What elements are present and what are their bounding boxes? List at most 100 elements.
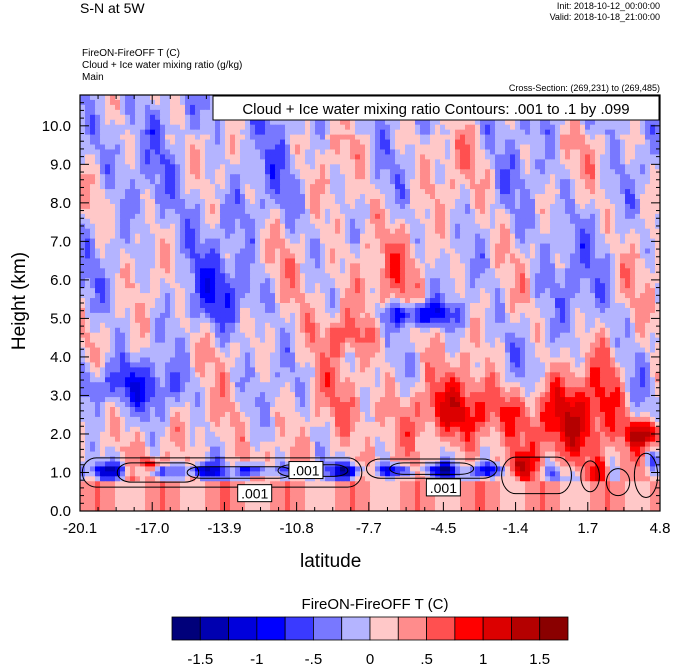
heatmap-cell xyxy=(145,283,151,289)
heatmap-cell xyxy=(655,248,660,255)
heatmap-cell xyxy=(420,169,426,175)
heatmap-cell xyxy=(275,169,281,175)
heatmap-cell xyxy=(145,288,151,294)
heatmap-cell xyxy=(515,288,521,294)
heatmap-cell xyxy=(625,288,631,294)
heatmap-cell xyxy=(645,203,651,210)
heatmap-cell xyxy=(205,154,211,160)
heatmap-cell xyxy=(170,293,176,299)
heatmap-cell xyxy=(445,223,451,230)
heatmap-cell xyxy=(250,164,256,170)
heatmap-cell xyxy=(265,154,271,160)
heatmap-cell xyxy=(235,253,241,260)
heatmap-cell xyxy=(245,283,251,289)
heatmap-cell xyxy=(415,278,421,284)
heatmap-cell xyxy=(560,194,566,200)
heatmap-cell xyxy=(655,164,660,170)
heatmap-cell xyxy=(155,119,161,126)
heatmap-cell xyxy=(190,174,196,180)
heatmap-cell xyxy=(295,159,301,165)
heatmap-cell xyxy=(245,159,251,165)
heatmap-cell xyxy=(330,194,336,200)
heatmap-cell xyxy=(360,124,366,131)
heatmap-cell xyxy=(255,213,261,220)
heatmap-cell xyxy=(590,283,596,289)
heatmap-cell xyxy=(205,164,211,170)
heatmap-cell xyxy=(140,129,146,136)
heatmap-cell xyxy=(630,174,636,180)
heatmap-cell xyxy=(400,129,406,136)
heatmap-cell xyxy=(425,154,431,160)
heatmap-cell xyxy=(250,243,256,250)
heatmap-cell xyxy=(575,278,581,284)
heatmap-cell xyxy=(80,258,86,264)
heatmap-cell xyxy=(485,223,491,230)
heatmap-cell xyxy=(400,258,406,264)
heatmap-cell xyxy=(385,278,391,284)
heatmap-cell xyxy=(250,194,256,200)
heatmap-cell xyxy=(460,139,466,146)
heatmap-cell xyxy=(305,238,311,245)
heatmap-cell xyxy=(205,169,211,175)
heatmap-cell xyxy=(185,114,191,121)
heatmap-cell xyxy=(135,184,141,190)
heatmap-cell xyxy=(85,95,91,101)
heatmap-cell xyxy=(130,268,136,274)
heatmap-cell xyxy=(565,149,571,156)
heatmap-cell xyxy=(450,134,456,141)
heatmap-cell xyxy=(415,124,421,131)
heatmap-cell xyxy=(385,184,391,190)
heatmap-cell xyxy=(590,154,596,160)
heatmap-cell xyxy=(650,218,656,225)
heatmap-cell xyxy=(165,263,171,269)
heatmap-cell xyxy=(630,139,636,146)
heatmap-cell xyxy=(250,124,256,131)
heatmap-cell xyxy=(500,263,506,269)
heatmap-cell xyxy=(410,169,416,175)
heatmap-cell xyxy=(545,149,551,156)
heatmap-cell xyxy=(445,278,451,284)
heatmap-cell xyxy=(310,203,316,210)
heatmap-cell xyxy=(500,169,506,175)
heatmap-cell xyxy=(370,268,376,274)
heatmap-cell xyxy=(460,199,466,205)
heatmap-cell xyxy=(420,203,426,210)
heatmap-cell xyxy=(125,129,131,136)
heatmap-cell xyxy=(635,203,641,210)
heatmap-cell xyxy=(325,278,331,284)
heatmap-cell xyxy=(265,258,271,264)
heatmap-cell xyxy=(460,169,466,175)
heatmap-cell xyxy=(495,248,501,255)
heatmap-cell xyxy=(410,258,416,264)
heatmap-cell xyxy=(325,263,331,269)
heatmap-cell xyxy=(580,124,586,131)
heatmap-cell xyxy=(255,298,261,304)
heatmap-cell xyxy=(460,213,466,220)
heatmap-cell xyxy=(275,129,281,136)
heatmap-cell xyxy=(180,263,186,269)
heatmap-cell xyxy=(515,258,521,264)
heatmap-cell xyxy=(115,109,121,116)
heatmap-cell xyxy=(460,243,466,250)
heatmap-cell xyxy=(515,134,521,141)
heatmap-cell xyxy=(420,154,426,160)
heatmap-cell xyxy=(540,278,546,284)
heatmap-cell xyxy=(375,248,381,255)
heatmap-cell xyxy=(210,164,216,170)
heatmap-cell xyxy=(230,283,236,289)
heatmap-cell xyxy=(605,223,611,230)
heatmap-cell xyxy=(525,278,531,284)
heatmap-cell xyxy=(385,164,391,170)
heatmap-cell xyxy=(395,233,401,240)
heatmap-cell xyxy=(440,248,446,255)
heatmap-cell xyxy=(195,104,201,111)
heatmap-cell xyxy=(240,253,246,260)
heatmap-cell xyxy=(200,223,206,230)
heatmap-cell xyxy=(175,144,181,151)
heatmap-cell xyxy=(170,238,176,245)
heatmap-cell xyxy=(115,293,121,299)
heatmap-cell xyxy=(565,164,571,170)
heatmap-cell xyxy=(515,119,521,126)
heatmap-cell xyxy=(630,218,636,225)
heatmap-cell xyxy=(380,159,386,165)
